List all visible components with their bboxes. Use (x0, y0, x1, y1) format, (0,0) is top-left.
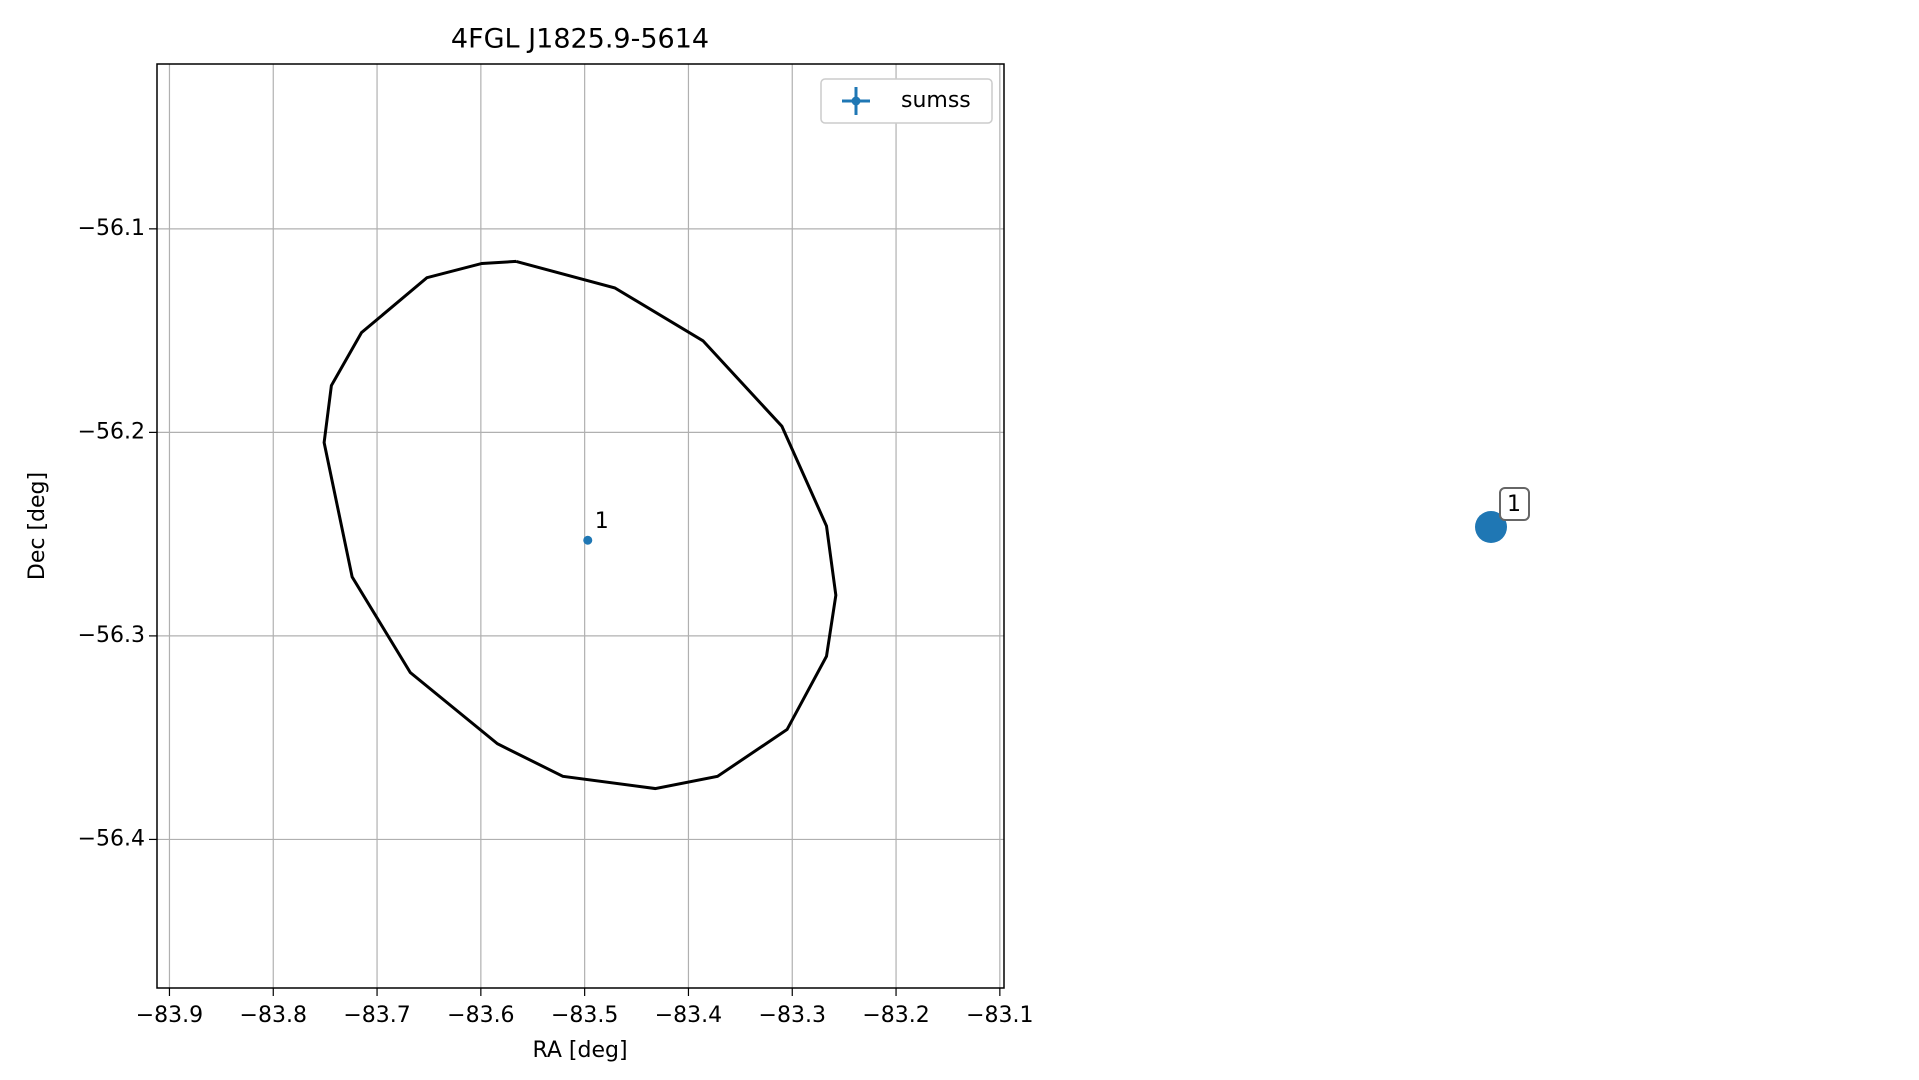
legend-marker (851, 96, 861, 106)
source-point (583, 535, 593, 545)
marker-overview-label-box (1499, 487, 1530, 521)
x-tick-label: −83.9 (136, 1003, 203, 1028)
x-tick-label: −83.8 (240, 1003, 307, 1028)
axes-frame (156, 63, 1005, 989)
x-tick-label: −83.3 (759, 1003, 826, 1028)
y-tick-label: −56.2 (78, 419, 145, 444)
y-tick-label: −56.3 (78, 623, 145, 648)
y-axis-label: Dec [deg] (25, 472, 50, 580)
x-tick-label: −83.1 (966, 1003, 1033, 1028)
marker-overview-dot (1475, 511, 1507, 543)
x-tick-label: −83.4 (655, 1003, 722, 1028)
legend-label: sumss (901, 88, 971, 113)
x-tick-label: −83.7 (343, 1003, 410, 1028)
x-tick-label: −83.2 (862, 1003, 929, 1028)
error-ellipse (322, 259, 838, 791)
y-tick-label: −56.1 (78, 216, 145, 241)
legend: sumss (820, 78, 993, 124)
x-axis-label: RA [deg] (532, 1038, 627, 1063)
x-tick-label: −83.6 (447, 1003, 514, 1028)
x-tick-label: −83.5 (551, 1003, 618, 1028)
y-tick-label: −56.4 (78, 826, 145, 851)
chart-title: 4FGL J1825.9-5614 (451, 24, 709, 55)
point-label: 1 (595, 509, 609, 534)
legend-box (820, 78, 993, 124)
marker-overview-label: 1 (1507, 492, 1521, 517)
